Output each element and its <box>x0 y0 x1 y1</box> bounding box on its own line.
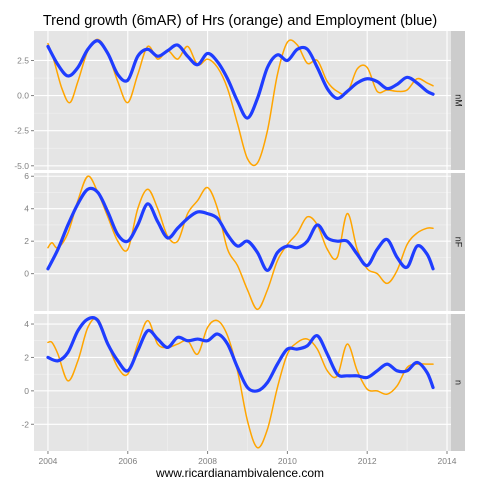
facet-strip-nM <box>451 31 465 170</box>
y-tick-label: -2.5 <box>14 126 29 136</box>
facet-strip-label: nM <box>454 94 464 107</box>
y-tick-label: 2 <box>24 236 29 246</box>
x-tick-label: 2010 <box>278 456 297 466</box>
chart-caption: www.ricardianambivalence.com <box>155 466 325 480</box>
y-tick-label: 6 <box>24 171 29 181</box>
panel-background-nM <box>34 31 451 170</box>
x-tick-label: 2004 <box>39 456 58 466</box>
y-tick-label: 4 <box>24 204 29 214</box>
employment-line-n <box>46 316 435 393</box>
y-tick-label: 2.5 <box>17 55 29 65</box>
facet-strip-label: nF <box>454 237 464 248</box>
panel-background-n <box>34 314 451 451</box>
facet-strip-nF <box>451 173 465 311</box>
employment-line-nM <box>46 39 435 120</box>
y-tick-label: -2 <box>21 419 29 429</box>
x-tick-label: 2008 <box>198 456 217 466</box>
x-tick-label: 2006 <box>118 456 137 466</box>
employment-line-nF <box>46 186 435 273</box>
x-tick-label: 2014 <box>438 456 457 466</box>
facet-strip-n <box>451 314 465 451</box>
y-tick-label: 2 <box>24 352 29 362</box>
x-tick-label: 2012 <box>358 456 377 466</box>
y-tick-label: 0.0 <box>17 91 29 101</box>
chart-title: Trend growth (6mAR) of Hrs (orange) and … <box>42 13 438 29</box>
y-tick-label: 0 <box>24 269 29 279</box>
y-tick-label: -5.0 <box>14 161 29 171</box>
y-tick-label: 4 <box>24 319 29 329</box>
hours-line-nF <box>47 175 434 311</box>
y-tick-label: 0 <box>24 386 29 396</box>
facet-strip-label: n <box>454 380 464 385</box>
